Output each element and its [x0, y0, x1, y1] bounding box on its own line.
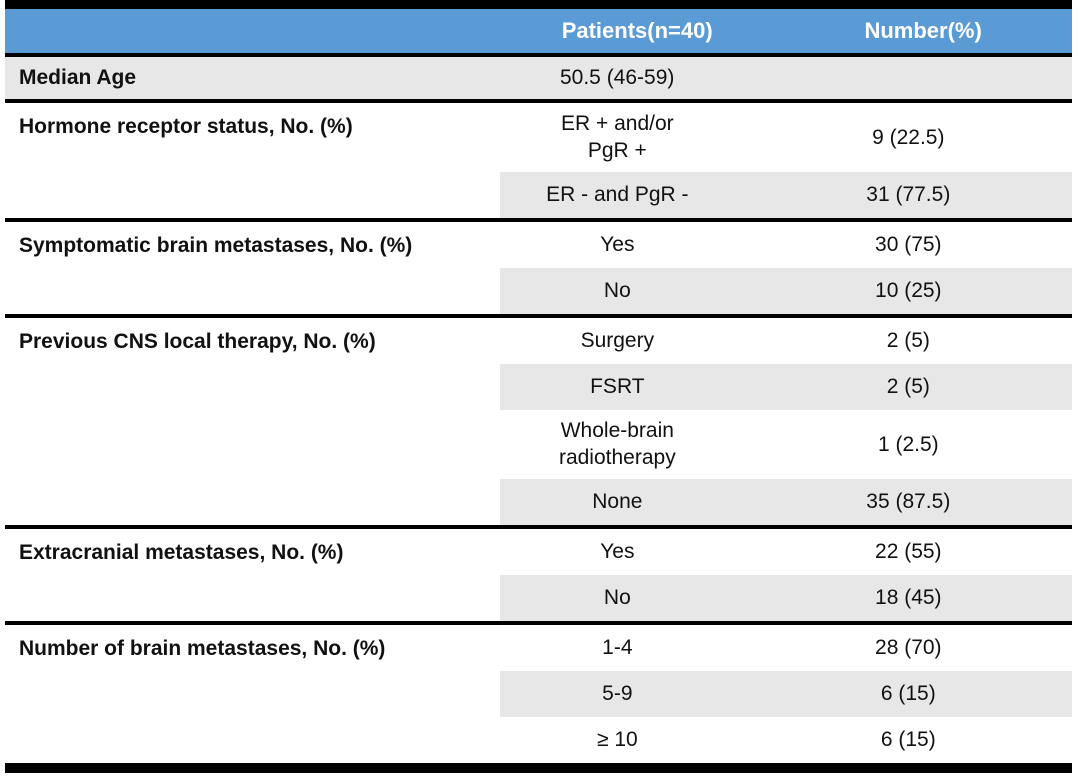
section-subrows: 1-4 28 (70) 5-9 6 (15) ≥ 10 6 (15)	[500, 625, 1072, 763]
number-cell: 2 (5)	[886, 375, 930, 398]
table-row: ≥ 10 6 (15)	[500, 717, 1072, 763]
patients-cell: No	[603, 585, 631, 609]
table-row: Yes 30 (75)	[500, 222, 1072, 268]
table-row: None 35 (87.5)	[500, 479, 1072, 525]
section-median-age: Median Age 50.5 (46-59)	[5, 53, 1072, 99]
number-cell: 2 (5)	[886, 329, 930, 352]
row-label: Median Age	[19, 65, 137, 89]
number-cell: 1 (2.5)	[877, 432, 939, 456]
row-label: Hormone receptor status, No. (%)	[19, 115, 353, 138]
patients-cell: 1-4	[602, 635, 633, 659]
patients-cell: Yes	[600, 539, 635, 563]
number-cell: 22 (55)	[875, 540, 942, 563]
table-row: 5-9 6 (15)	[500, 671, 1072, 717]
patients-cell: 5-9	[602, 681, 633, 705]
number-cell: 28 (70)	[875, 636, 942, 659]
section-symptomatic-brain-metastases: Symptomatic brain metastases, No. (%) Ye…	[5, 218, 1072, 314]
patients-cell: Whole-brain radiotherapy	[558, 419, 676, 469]
patients-cell: 50.5 (46-59)	[559, 66, 675, 89]
section-subrows: Yes 22 (55) No 18 (45)	[500, 529, 1072, 621]
patients-cell: ≥ 10	[596, 727, 638, 751]
table-header-row: Patients(n=40) Number(%)	[5, 9, 1072, 53]
number-cell: 31 (77.5)	[866, 183, 951, 206]
table-row: Median Age 50.5 (46-59)	[5, 57, 1072, 99]
row-label: Symptomatic brain metastases, No. (%)	[19, 234, 413, 257]
patients-cell: No	[603, 278, 631, 302]
table-row: ER - and PgR - 31 (77.5)	[500, 172, 1072, 218]
row-label: Number of brain metastases, No. (%)	[19, 637, 386, 660]
patients-cell: ER - and PgR -	[546, 182, 689, 206]
number-cell: 35 (87.5)	[866, 490, 951, 513]
header-patients-column: Patients(n=40)	[561, 18, 713, 43]
patients-cell: Yes	[600, 232, 635, 256]
section-hormone-receptor-status: Hormone receptor status, No. (%) ER + an…	[5, 99, 1072, 218]
section-subrows: Surgery 2 (5) FSRT 2 (5) Whole-brain rad…	[500, 318, 1072, 525]
number-cell: 18 (45)	[875, 586, 942, 609]
patients-cell: FSRT	[590, 374, 645, 398]
header-number-column: Number(%)	[864, 18, 982, 43]
number-cell: 30 (75)	[875, 233, 942, 256]
patient-characteristics-table: Patients(n=40) Number(%) Median Age 50.5…	[5, 0, 1072, 773]
row-label: Previous CNS local therapy, No. (%)	[19, 330, 376, 353]
table-row: Whole-brain radiotherapy 1 (2.5)	[500, 410, 1072, 479]
table-row: Surgery 2 (5)	[500, 318, 1072, 364]
section-subrows: ER + and/or PgR + 9 (22.5) ER - and PgR …	[500, 103, 1072, 218]
patients-cell: None	[592, 489, 643, 513]
table-row: No 18 (45)	[500, 575, 1072, 621]
table-row: ER + and/or PgR + 9 (22.5)	[500, 103, 1072, 172]
table-row: 1-4 28 (70)	[500, 625, 1072, 671]
section-number-of-brain-metastases: Number of brain metastases, No. (%) 1-4 …	[5, 621, 1072, 763]
number-cell: 6 (15)	[880, 682, 936, 705]
patients-cell: ER + and/or PgR +	[561, 112, 674, 162]
patients-cell: Surgery	[580, 328, 655, 352]
number-cell: 10 (25)	[875, 279, 942, 302]
table-row: No 10 (25)	[500, 268, 1072, 314]
row-label: Extracranial metastases, No. (%)	[19, 541, 344, 564]
section-extracranial-metastases: Extracranial metastases, No. (%) Yes 22 …	[5, 525, 1072, 621]
number-cell: 9 (22.5)	[872, 125, 945, 149]
number-cell: 6 (15)	[880, 728, 936, 751]
section-previous-cns-local-therapy: Previous CNS local therapy, No. (%) Surg…	[5, 314, 1072, 525]
table-row: Yes 22 (55)	[500, 529, 1072, 575]
table-row: FSRT 2 (5)	[500, 364, 1072, 410]
section-subrows: Yes 30 (75) No 10 (25)	[500, 222, 1072, 314]
